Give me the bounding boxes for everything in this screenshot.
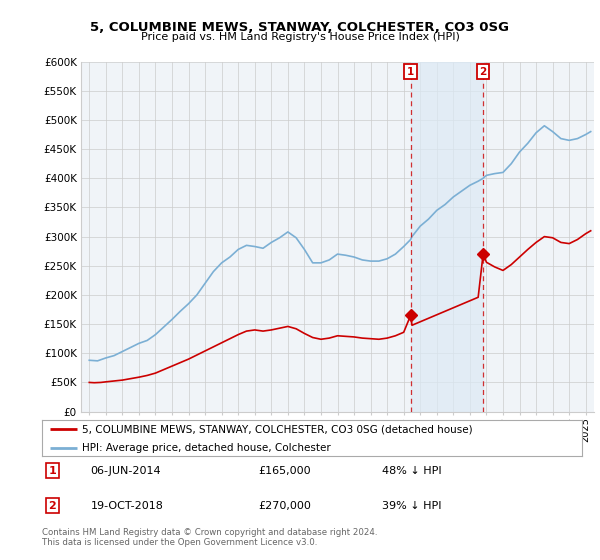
Text: £165,000: £165,000 [258,466,311,476]
Text: 5, COLUMBINE MEWS, STANWAY, COLCHESTER, CO3 0SG: 5, COLUMBINE MEWS, STANWAY, COLCHESTER, … [91,21,509,34]
Text: 2: 2 [49,501,56,511]
Text: 2: 2 [479,67,487,77]
Text: 39% ↓ HPI: 39% ↓ HPI [382,501,442,511]
Text: 48% ↓ HPI: 48% ↓ HPI [382,466,442,476]
Text: 19-OCT-2018: 19-OCT-2018 [91,501,163,511]
Text: 5, COLUMBINE MEWS, STANWAY, COLCHESTER, CO3 0SG (detached house): 5, COLUMBINE MEWS, STANWAY, COLCHESTER, … [83,424,473,434]
Bar [410,62,483,412]
Text: Contains HM Land Registry data © Crown copyright and database right 2024.
This d: Contains HM Land Registry data © Crown c… [42,528,377,548]
Text: 1: 1 [407,67,414,77]
Text: 1: 1 [49,466,56,476]
Text: 06-JUN-2014: 06-JUN-2014 [91,466,161,476]
Text: HPI: Average price, detached house, Colchester: HPI: Average price, detached house, Colc… [83,444,331,454]
Text: Price paid vs. HM Land Registry's House Price Index (HPI): Price paid vs. HM Land Registry's House … [140,32,460,43]
Text: £270,000: £270,000 [258,501,311,511]
